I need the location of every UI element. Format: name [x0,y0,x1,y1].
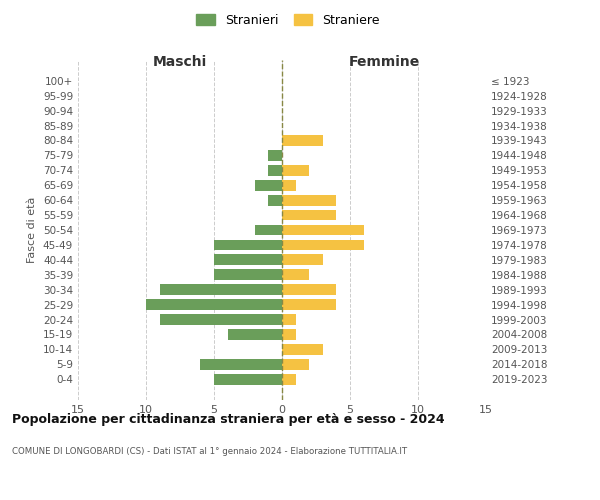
Bar [268,150,282,161]
Bar [282,135,323,146]
Bar [282,254,323,265]
Bar [214,240,282,250]
Bar [214,270,282,280]
Bar [282,180,296,190]
Text: COMUNE DI LONGOBARDI (CS) - Dati ISTAT al 1° gennaio 2024 - Elaborazione TUTTITA: COMUNE DI LONGOBARDI (CS) - Dati ISTAT a… [12,448,407,456]
Bar [282,284,337,295]
Bar [282,165,309,175]
Bar [214,374,282,384]
Bar [282,329,296,340]
Bar [282,210,337,220]
Bar [282,270,309,280]
Text: Femmine: Femmine [349,55,419,69]
Bar [282,195,337,205]
Bar [160,284,282,295]
Bar [268,195,282,205]
Bar [214,254,282,265]
Bar [282,240,364,250]
Bar [268,165,282,175]
Bar [227,329,282,340]
Bar [282,314,296,325]
Legend: Stranieri, Straniere: Stranieri, Straniere [191,8,385,32]
Bar [282,224,364,235]
Bar [160,314,282,325]
Bar [255,224,282,235]
Bar [282,299,337,310]
Y-axis label: Fasce di età: Fasce di età [28,197,37,263]
Text: Maschi: Maschi [153,55,207,69]
Text: Popolazione per cittadinanza straniera per età e sesso - 2024: Popolazione per cittadinanza straniera p… [12,412,445,426]
Bar [255,180,282,190]
Bar [146,299,282,310]
Bar [282,344,323,354]
Bar [200,359,282,370]
Bar [282,374,296,384]
Bar [282,359,309,370]
